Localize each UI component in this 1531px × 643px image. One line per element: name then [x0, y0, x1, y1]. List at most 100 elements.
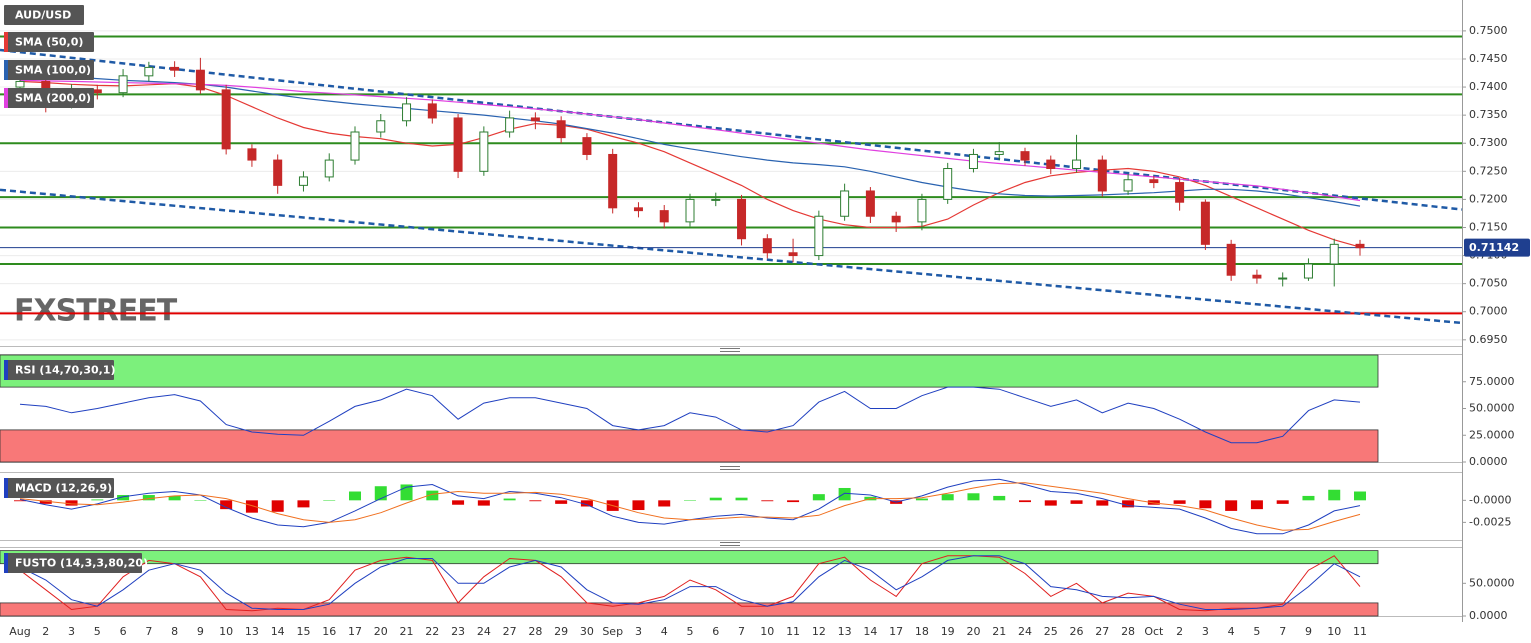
- histogram-bar: [1019, 500, 1031, 503]
- x-tick-label: 4: [1228, 625, 1235, 638]
- histogram-bar: [1302, 495, 1315, 501]
- candle-body: [247, 148, 257, 161]
- histogram-bar: [1044, 500, 1057, 506]
- candle-body: [298, 176, 308, 186]
- x-tick-label: 7: [738, 625, 745, 638]
- legend-box: [4, 32, 94, 52]
- x-tick-label: 11: [786, 625, 800, 638]
- candle-body: [968, 153, 978, 170]
- x-tick-label: 13: [838, 625, 852, 638]
- y-tick-label: -0.0000: [1469, 493, 1511, 506]
- x-tick-label: 3: [1202, 625, 1209, 638]
- x-tick-label: 6: [712, 625, 719, 638]
- histogram-bar: [1250, 500, 1263, 510]
- y-tick-label: 0.7400: [1469, 80, 1508, 93]
- histogram-bar: [761, 500, 774, 502]
- x-tick-label: 5: [94, 625, 101, 638]
- candle-body: [350, 131, 360, 161]
- candle-body: [1226, 243, 1236, 276]
- sma-line: [19, 79, 1361, 202]
- candle-body: [1200, 201, 1210, 245]
- candle-body: [15, 80, 25, 88]
- y-tick-label: 0.0000: [1469, 455, 1508, 468]
- x-tick-label: 4: [661, 625, 668, 638]
- y-tick-label: 0.7350: [1469, 108, 1508, 121]
- candle-body: [1303, 263, 1313, 279]
- trend-line: [0, 188, 1463, 325]
- candle-body: [814, 215, 824, 257]
- y-tick-label: 0.6950: [1469, 333, 1508, 346]
- histogram-bar: [1173, 500, 1186, 504]
- candle-body: [711, 198, 721, 201]
- candle-body: [479, 131, 489, 172]
- histogram-bar: [1122, 500, 1135, 508]
- histogram-bar: [1070, 500, 1083, 504]
- histogram-bar: [323, 500, 336, 501]
- legend-stripe: [4, 88, 8, 108]
- histogram-bar: [1328, 489, 1341, 501]
- legend-box: [4, 60, 94, 80]
- legend-label: AUD/USD: [15, 9, 71, 22]
- histogram-bar: [632, 500, 645, 511]
- histogram-bar: [349, 491, 361, 501]
- candle-body: [659, 210, 669, 223]
- x-tick-label: 7: [145, 625, 152, 638]
- y-tick-label: 0.7250: [1469, 164, 1508, 177]
- histogram-bar: [426, 490, 439, 501]
- x-tick-label: 20: [374, 625, 388, 638]
- histogram-bar: [529, 500, 542, 502]
- x-tick-label: 3: [635, 625, 642, 638]
- x-tick-label: 9: [1305, 625, 1312, 638]
- candle-body: [144, 66, 154, 77]
- legend-box: [4, 5, 84, 25]
- legend-label: MACD (12,26,9): [15, 482, 112, 495]
- legend-box: [4, 360, 114, 380]
- candle-body: [505, 117, 515, 133]
- x-tick-label: 20: [966, 625, 980, 638]
- histogram-bar: [452, 500, 465, 505]
- histogram-bar: [117, 495, 130, 501]
- candle-body: [608, 153, 618, 209]
- candle-body: [762, 238, 772, 254]
- histogram-bar: [168, 495, 181, 501]
- y-tick-label: 0.7450: [1469, 52, 1508, 65]
- candle-body: [1252, 274, 1262, 279]
- candle-body: [1278, 277, 1288, 280]
- y-tick-label: 50.0000: [1469, 576, 1515, 589]
- candle-body: [1175, 182, 1185, 203]
- candle-body: [633, 207, 643, 212]
- legend-box: [4, 553, 142, 573]
- histogram-bar: [477, 500, 490, 506]
- x-tick-label: 2: [42, 625, 49, 638]
- x-tick-label: 6: [120, 625, 127, 638]
- candle-body: [788, 252, 798, 257]
- y-tick-label: 25.0000: [1469, 428, 1515, 441]
- histogram-bar: [838, 487, 851, 501]
- y-tick-label: -0.0025: [1469, 515, 1511, 528]
- histogram-bar: [967, 493, 980, 501]
- histogram-bar: [787, 500, 800, 503]
- x-tick-label: 23: [451, 625, 465, 638]
- x-tick-label: 12: [812, 625, 826, 638]
- candle-body: [1329, 243, 1339, 265]
- y-tick-label: 50.0000: [1469, 402, 1515, 415]
- x-tick-label: 21: [400, 625, 414, 638]
- zone: [0, 354, 1379, 388]
- candle-body: [1355, 243, 1365, 249]
- x-tick-label: 28: [528, 625, 542, 638]
- candle-body: [943, 168, 953, 200]
- candle-body: [840, 190, 850, 217]
- histogram-bar: [91, 499, 104, 501]
- histogram-bar: [658, 500, 671, 507]
- histogram-bar: [684, 500, 696, 501]
- x-tick-label: 13: [245, 625, 259, 638]
- legend-stripe: [4, 32, 8, 52]
- legend-label: RSI (14,70,30,1): [15, 364, 115, 377]
- candle-body: [118, 75, 128, 94]
- candle-body: [582, 137, 592, 155]
- x-tick-label: 15: [296, 625, 310, 638]
- candle-body: [453, 117, 463, 172]
- candle-body: [195, 69, 205, 91]
